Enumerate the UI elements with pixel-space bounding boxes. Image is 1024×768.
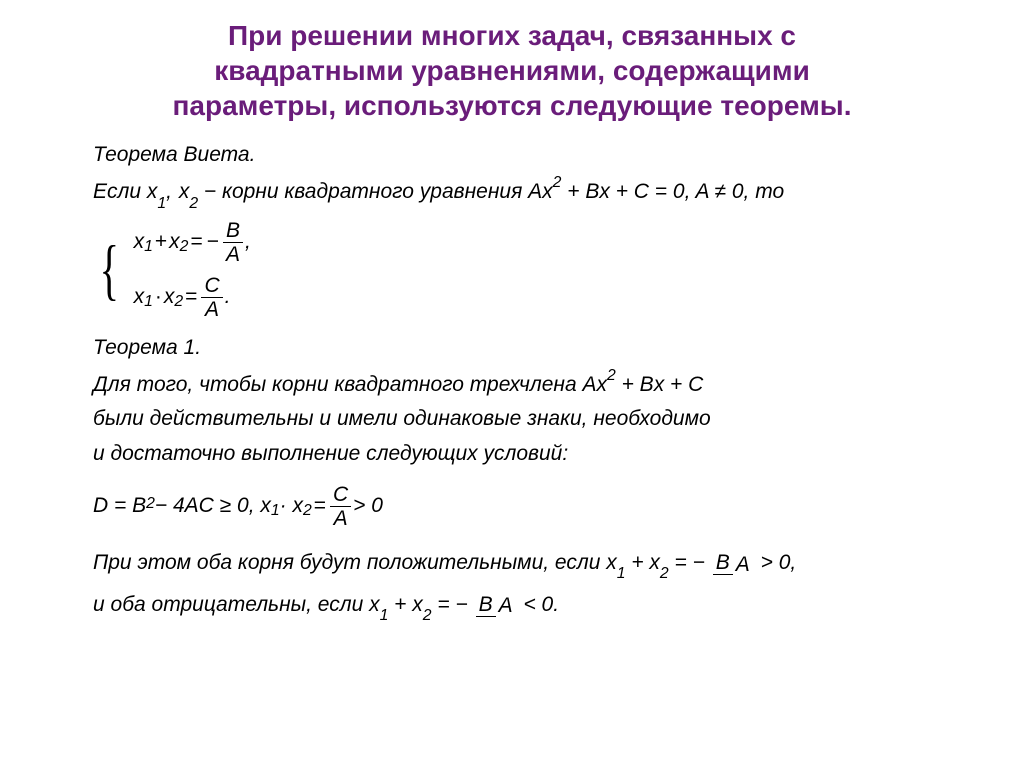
thm1-line1: Для того, чтобы корни квадратного трехчл… (93, 368, 956, 399)
thm1-line3: и достаточно выполнение следующих услови… (93, 440, 956, 468)
disc-prefix: D = B (93, 492, 146, 520)
title-line-2: квадратными уравнениями, содержащими (214, 55, 810, 86)
num-C: C (201, 275, 222, 298)
thm1-negative: и оба отрицательны, если x1 + x2 = − BA … (93, 591, 956, 622)
vieta-system: { x1 + x2 = − BA, x1 · x2 = CA. (93, 220, 956, 320)
pos-prefix: При этом оба корня будут положительными,… (93, 551, 617, 574)
vieta-heading: Теорема Виета. (93, 141, 956, 169)
pos-mid: + x (625, 551, 659, 574)
pos-tail: > 0, (755, 551, 796, 574)
num-B: B (223, 220, 243, 243)
vieta-eq2: x1 · x2 = CA. (134, 275, 251, 320)
theorem1-section: Теорема 1. Для того, чтобы корни квадрат… (28, 334, 996, 622)
title-line-1: При решении многих задач, связанных с (228, 20, 796, 51)
num-B3: B (476, 594, 496, 617)
thm1-p1-tail: + Bx + C (616, 373, 704, 396)
thm1-line2: были действительны и имели одинаковые зн… (93, 405, 956, 433)
den-A4: A (733, 553, 753, 575)
thm1-heading: Теорема 1. (93, 334, 956, 362)
slide-content: При решении многих задач, связанных с кв… (0, 0, 1024, 646)
den-A3: A (330, 507, 351, 529)
vieta-section: Теорема Виета. Если x1, x2 − корни квадр… (28, 141, 996, 320)
neg-tail: < 0. (518, 593, 559, 616)
brace-icon: { (100, 246, 120, 294)
disc-mid: − 4AC ≥ 0, x (155, 492, 271, 520)
disc-tail: > 0 (353, 492, 383, 520)
thm1-positive: При этом оба корня будут положительными,… (93, 549, 956, 580)
num-B2: B (713, 552, 733, 575)
num-C2: C (330, 484, 351, 507)
thm1-p1-prefix: Для того, чтобы корни квадратного трехчл… (93, 373, 607, 396)
pos-eq: = − (669, 551, 705, 574)
vieta-prefix: Если x (93, 180, 157, 203)
vieta-statement: Если x1, x2 − корни квадратного уравнени… (93, 175, 956, 209)
neg-mid: + x (388, 593, 422, 616)
den-A2: A (201, 298, 222, 320)
vieta-eq1: x1 + x2 = − BA, (134, 220, 251, 265)
slide-title: При решении многих задач, связанных с кв… (28, 18, 996, 123)
den-A5: A (496, 594, 516, 616)
neg-eq: = − (432, 593, 468, 616)
vieta-tail: + Bx + C = 0, A ≠ 0, то (561, 180, 784, 203)
vieta-mid: − корни квадратного уравнения Ax (198, 180, 553, 203)
thm1-discriminant: D = B2 − 4AC ≥ 0, x1 · x2 = CA > 0 (93, 484, 383, 529)
den-A: A (223, 243, 243, 265)
title-line-3: параметры, используются следующие теорем… (173, 90, 852, 121)
neg-prefix: и оба отрицательны, если x (93, 593, 380, 616)
